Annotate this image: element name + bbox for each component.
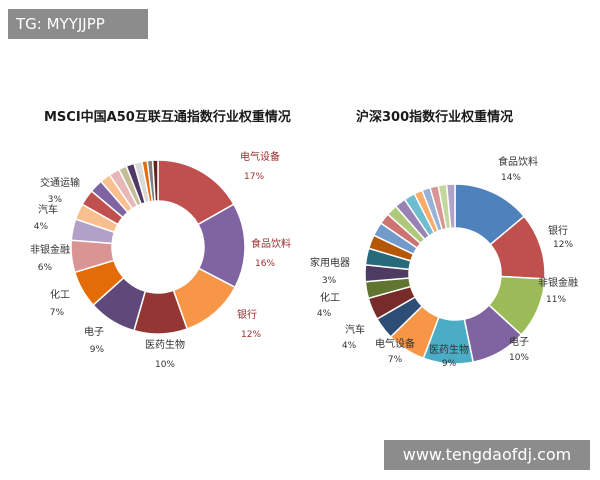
slice-category-label: 银行 [548,224,568,237]
slice-value-label: 11% [546,295,566,305]
donut-slice-minor-22 [445,183,456,230]
slice-value-label: 9% [90,345,105,355]
slice-value-label: 10% [155,360,175,370]
slice-value-label: 7% [388,355,403,365]
slice-value-label: 12% [553,240,573,250]
slice-category-label: 化工 [50,288,70,301]
telegram-watermark-badge: TG: MYYJJPP [8,9,148,39]
slice-category-label: 医药生物 [145,338,185,351]
slice-category-label: 电子 [84,325,104,338]
slice-value-label: 4% [34,222,49,232]
donut-chart-csi300: 食品饮料 14% 银行 12% 非银金融 11% 电子 10% 医药生物 9% 电气设备 7% 汽车 4%… [310,155,578,369]
slice-value-label: 17% [244,172,264,182]
slice-value-label: 4% [342,341,357,351]
slice-category-label: 电子 [509,335,529,348]
slice-value-label: 7% [50,308,65,318]
slice-value-label: 3% [322,276,337,286]
slice-value-label: 9% [442,359,457,369]
slice-category-label: 食品饮料 [251,237,291,250]
slice-category-label: 非银金融 [538,276,578,289]
slice-value-label: 4% [317,309,332,319]
slice-category-label: 交通运输 [40,176,80,189]
slice-value-label: 12% [241,330,261,340]
slice-value-label: 10% [509,353,529,363]
chart-title-msci-a50: MSCI中国A50互联互通指数行业权重情况 [44,110,291,125]
slice-value-label: 3% [48,195,63,205]
slice-value-label: 16% [255,259,275,269]
slice-value-label: 6% [38,263,53,273]
slice-category-label: 电气设备 [375,337,415,350]
website-watermark-badge: www.tengdaofdj.com [384,440,590,470]
slice-category-label: 非银金融 [30,243,70,256]
chart-title-csi300: 沪深300指数行业权重情况 [356,110,514,125]
slice-category-label: 化工 [320,291,340,304]
slice-category-label: 医药生物 [429,343,469,356]
slice-category-label: 电气设备 [240,150,280,163]
slice-category-label: 汽车 [345,323,365,336]
slice-category-label: 家用电器 [310,256,350,269]
slice-category-label: 食品饮料 [498,155,538,168]
slice-category-label: 汽车 [38,203,58,216]
donut-chart-msci-a50: 电气设备 17% 食品饮料 16% 银行 12% 医药生物 10% 电子 9% 化工 7% 非银金融 6%… [30,150,291,370]
slice-value-label: 14% [501,173,521,183]
slice-category-label: 银行 [237,308,257,321]
donut-slice-minor-19 [151,159,159,202]
